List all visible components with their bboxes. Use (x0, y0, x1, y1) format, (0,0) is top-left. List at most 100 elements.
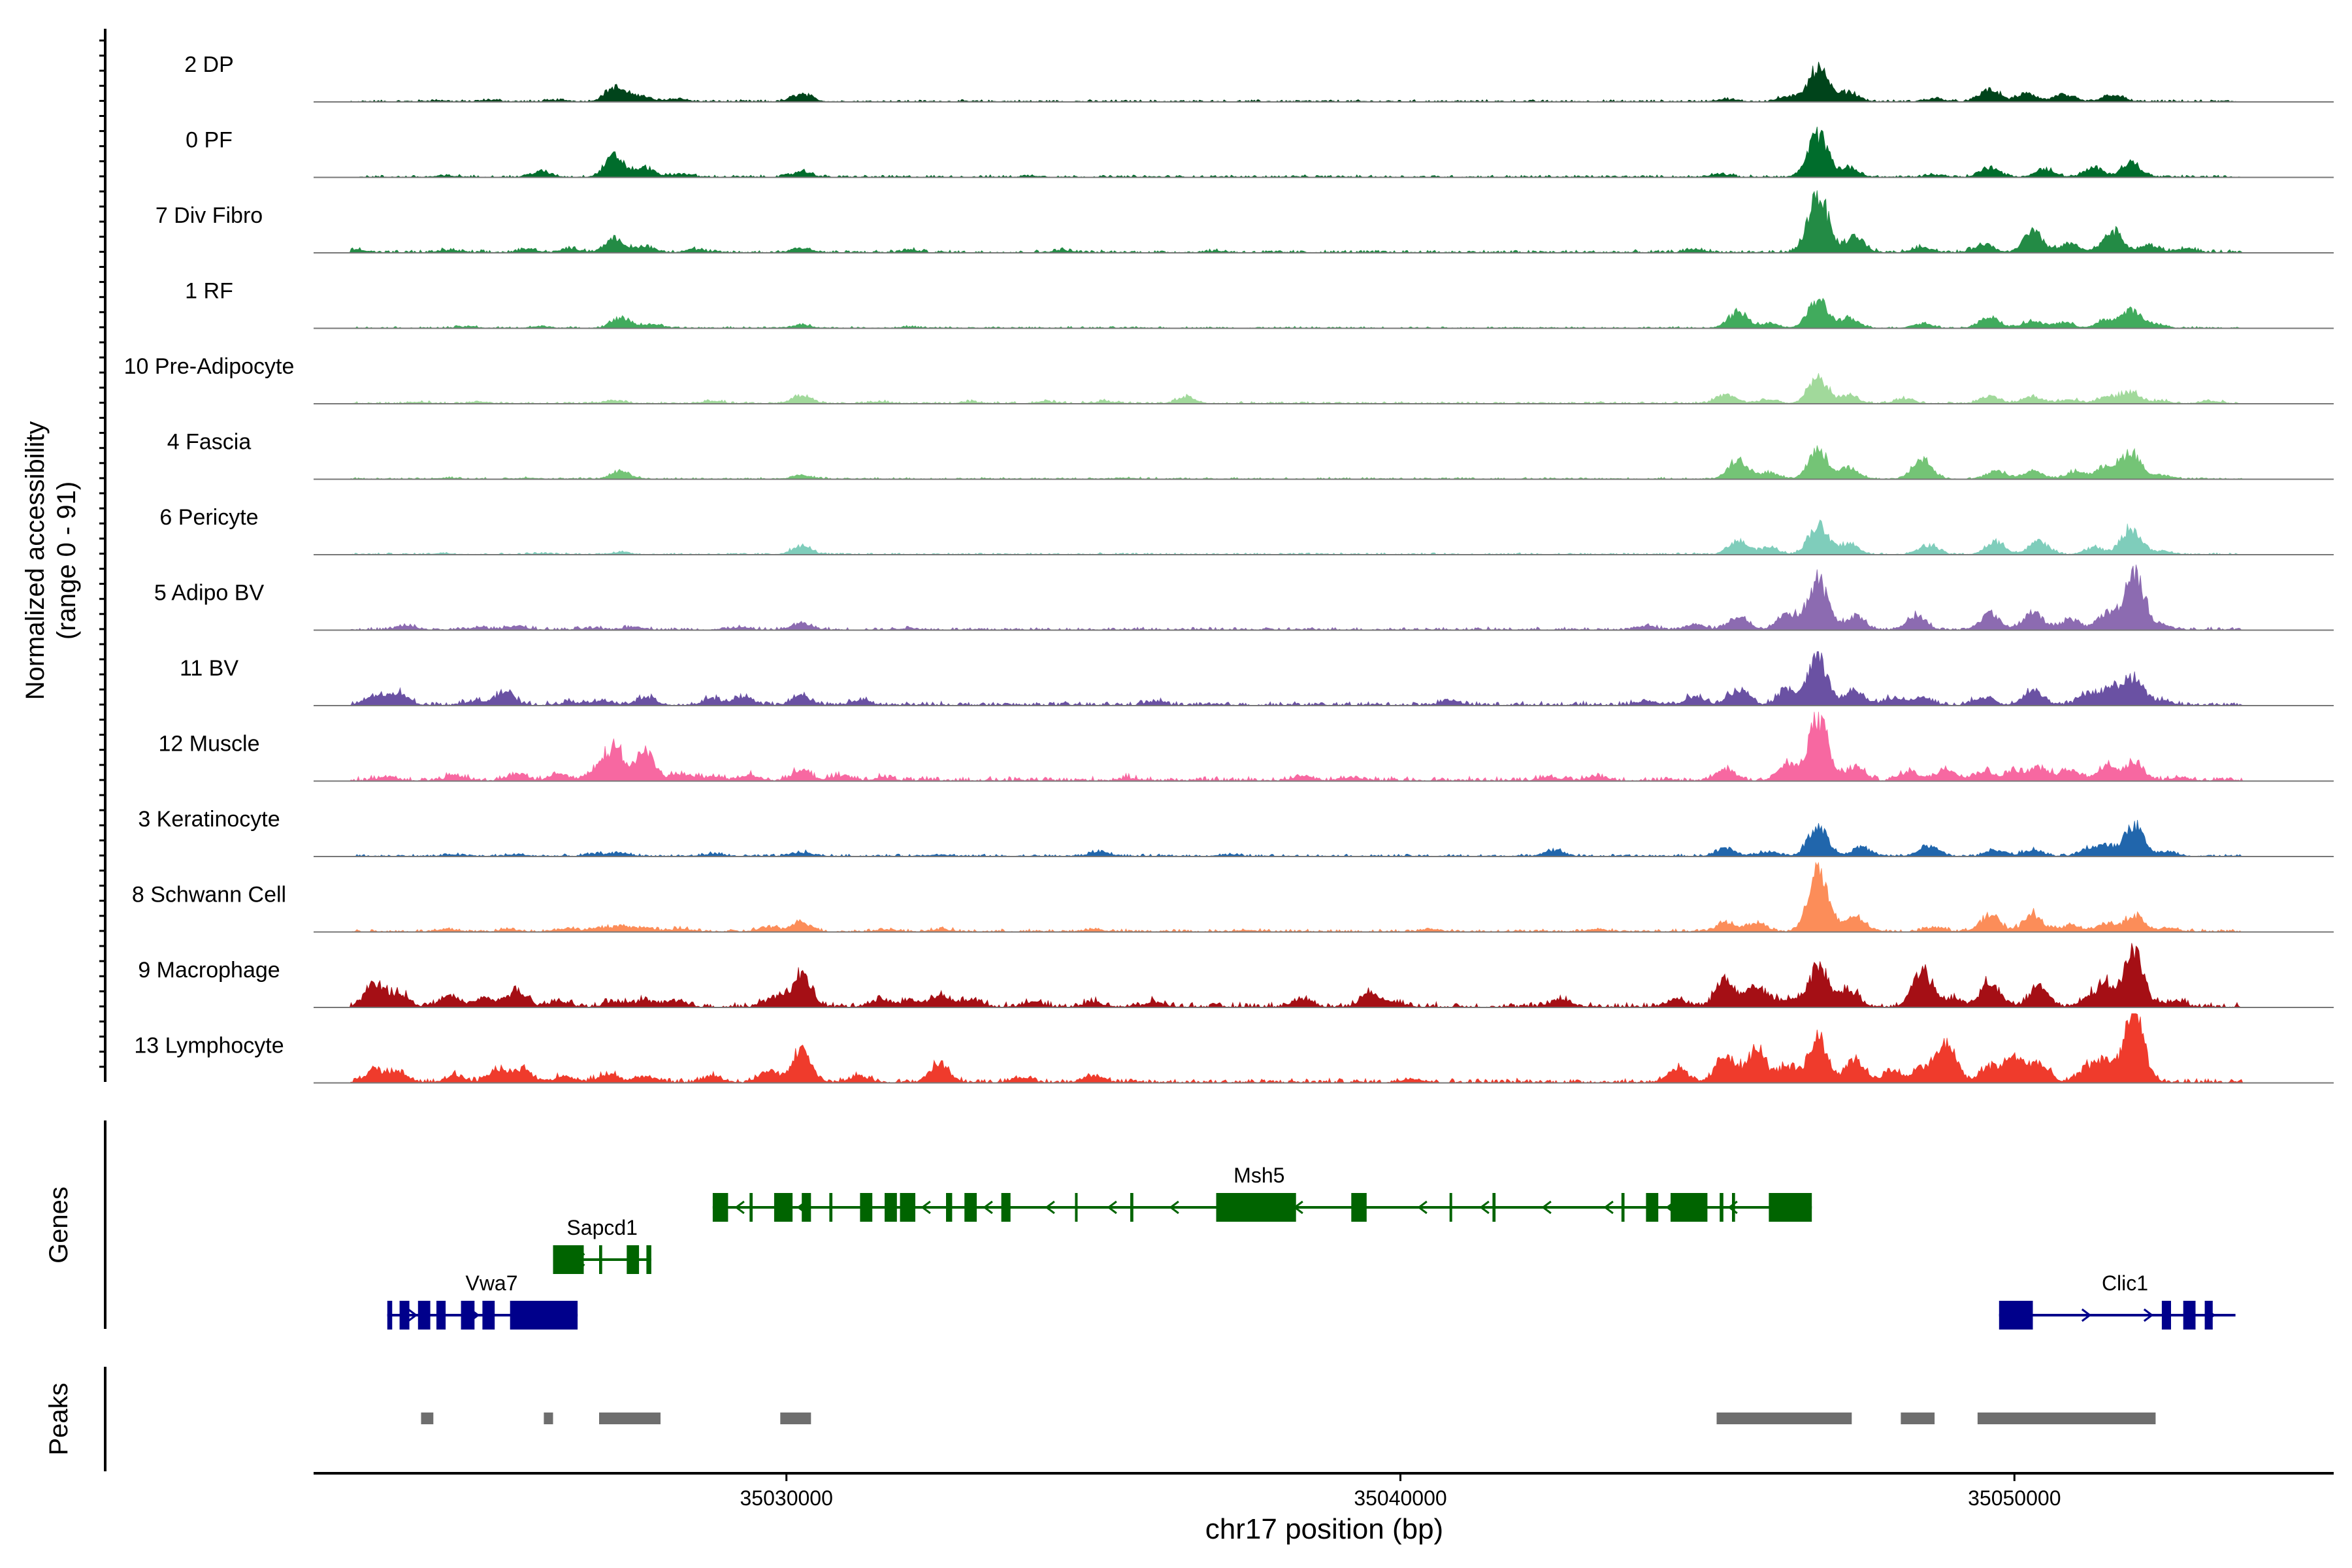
strand-arrow (1045, 1200, 1055, 1215)
track-12-muscle: 12 Muscle (159, 711, 2334, 782)
track-1-rf: 1 RF (185, 279, 2334, 329)
strand-arrow (734, 1200, 745, 1215)
x-tick-label: 35030000 (740, 1486, 833, 1510)
track-7-div-fibro: 7 Div Fibro (155, 190, 2334, 253)
exon (802, 1193, 811, 1222)
strand-arrow (1107, 1200, 1117, 1215)
exon (1492, 1193, 1496, 1222)
exon (599, 1245, 602, 1274)
strand-arrow (1541, 1200, 1552, 1215)
exon (860, 1193, 873, 1222)
strand-arrow (1169, 1200, 1179, 1215)
track-label: 12 Muscle (159, 732, 260, 757)
track-label: 13 Lymphocyte (134, 1034, 284, 1058)
exon (774, 1193, 793, 1222)
peak-region (599, 1413, 661, 1424)
gene-name: Sapcd1 (566, 1216, 638, 1239)
exon (646, 1245, 651, 1274)
exon (461, 1301, 475, 1330)
exon (946, 1193, 953, 1222)
exon (829, 1193, 833, 1222)
exon (1732, 1193, 1735, 1222)
x-tick-label: 35050000 (1968, 1486, 2061, 1510)
track-label: 10 Pre-Adipocyte (124, 354, 295, 379)
x-axis-label: chr17 position (bp) (1205, 1513, 1443, 1545)
genes-track: Vwa7 Sapcd1 Msh5 Clic1 (387, 1164, 2236, 1330)
track-3-keratinocyte: 3 Keratinocyte (138, 807, 2334, 857)
exon (885, 1193, 897, 1222)
exon (1351, 1193, 1367, 1222)
gene-clic1: Clic1 (1999, 1271, 2236, 1330)
track-label: 9 Macrophage (138, 958, 280, 983)
gene-vwa7: Vwa7 (387, 1271, 578, 1330)
strand-arrow (921, 1200, 931, 1215)
track-label: 11 BV (180, 656, 238, 681)
exon (1621, 1193, 1625, 1222)
exon (900, 1193, 915, 1222)
gene-sapcd1: Sapcd1 (553, 1216, 651, 1274)
exon (1720, 1193, 1723, 1222)
exon (1999, 1301, 2033, 1330)
track-label: 4 Fascia (167, 430, 252, 455)
exon (1646, 1193, 1659, 1222)
coverage-area (314, 61, 2334, 103)
exon (1671, 1193, 1708, 1222)
track-label: 1 RF (185, 279, 233, 304)
exon (1769, 1193, 1812, 1222)
peak-region (1901, 1413, 1935, 1424)
peak-region (1716, 1413, 1852, 1424)
track-2-dp: 2 DP (184, 52, 2334, 103)
track-11-bv: 11 BV (180, 651, 2334, 707)
exon (964, 1193, 977, 1222)
track-label: 5 Adipo BV (154, 581, 265, 606)
track-0-pf: 0 PF (186, 126, 2334, 178)
track-9-macrophage: 9 Macrophage (138, 943, 2334, 1009)
x-tick-label: 35040000 (1354, 1486, 1446, 1510)
exon (510, 1301, 578, 1330)
exon (627, 1245, 640, 1274)
track-label: 7 Div Fibro (155, 203, 263, 228)
exon (749, 1193, 753, 1222)
strand-arrow (1479, 1200, 1490, 1215)
exon (1001, 1193, 1011, 1222)
track-13-lymphocyte: 13 Lymphocyte (134, 1013, 2334, 1084)
coverage-area (314, 190, 2334, 253)
exon (1075, 1193, 1078, 1222)
exon (1130, 1193, 1134, 1222)
x-axis-ticks: 35030000 35040000 35050000 (740, 1473, 2061, 1510)
gene-name: Msh5 (1233, 1164, 1284, 1187)
strand-arrow (1417, 1200, 1428, 1215)
track-label: 3 Keratinocyte (138, 807, 280, 832)
exon (1216, 1193, 1296, 1222)
gene-name: Vwa7 (465, 1271, 517, 1295)
y-axis-label-line2: (range 0 - 91) (52, 482, 81, 640)
track-10-pre-adipocyte: 10 Pre-Adipocyte (124, 354, 2334, 404)
track-label: 8 Schwann Cell (132, 883, 286, 907)
strand-arrow (1603, 1200, 1614, 1215)
exon (2161, 1301, 2171, 1330)
coverage-area (314, 1013, 2334, 1084)
strand-arrow (2081, 1308, 2092, 1322)
track-4-fascia: 4 Fascia (167, 430, 2334, 480)
exon (482, 1301, 495, 1330)
exon (399, 1301, 410, 1330)
peaks-track (421, 1413, 2156, 1424)
gene-name: Clic1 (2102, 1271, 2148, 1295)
exon (387, 1301, 393, 1330)
peak-region (1977, 1413, 2156, 1424)
exon (2204, 1301, 2213, 1330)
coverage-y-ticks (99, 39, 105, 1068)
y-axis-label-line1: Normalized accessibility (21, 421, 50, 700)
track-6-pericyte: 6 Pericyte (159, 505, 2334, 555)
exon (417, 1301, 431, 1330)
coverage-area (314, 651, 2334, 707)
coverage-area (314, 126, 2334, 178)
track-label: 0 PF (186, 128, 233, 153)
genes-track-label: Genes (44, 1186, 73, 1264)
track-label: 6 Pericyte (159, 505, 258, 530)
track-label: 2 DP (184, 52, 234, 77)
track-5-adipo-bv: 5 Adipo BV (154, 564, 2334, 631)
strand-arrow (2143, 1308, 2154, 1322)
